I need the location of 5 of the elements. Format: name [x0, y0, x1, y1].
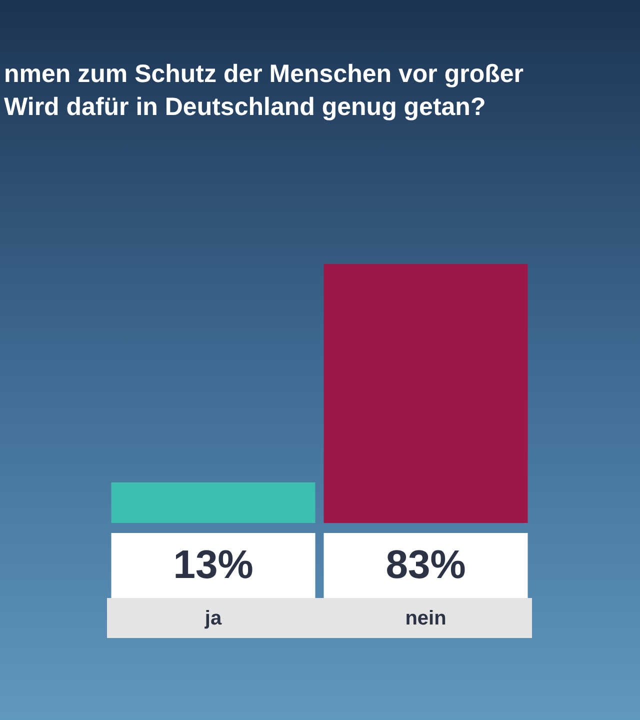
data-label: 83% [386, 543, 466, 588]
chart-title: nmen zum Schutz der Menschen vor großer Wird dafür in Deutschland genug getan? [4, 59, 524, 123]
x-tick-label: ja [204, 608, 222, 630]
data-label: 13% [173, 543, 254, 588]
x-tick-label: nein [405, 608, 446, 630]
